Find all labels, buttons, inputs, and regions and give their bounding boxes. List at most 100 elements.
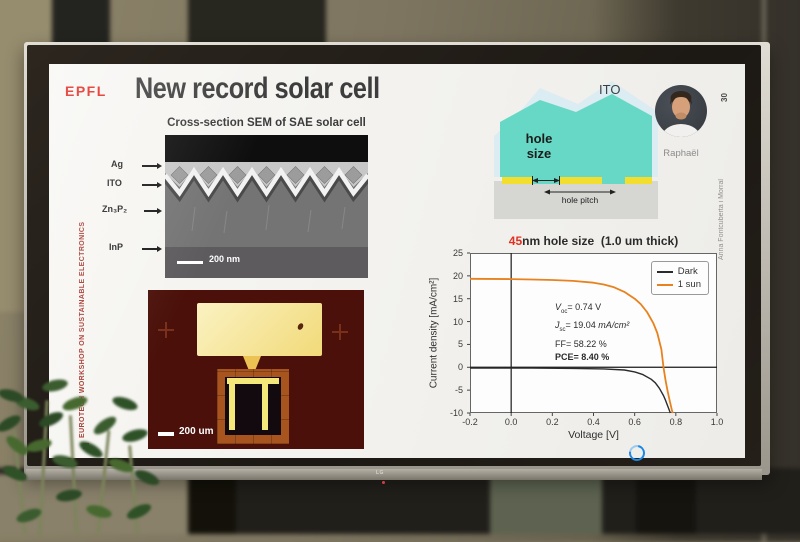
plant-leaf (0, 412, 24, 435)
optical-scale-label: 200 um (179, 426, 214, 437)
voc-symbol: V (555, 302, 562, 312)
layer-label-ito: ITO (107, 178, 122, 188)
x-tick-label: 0.2 (546, 417, 559, 427)
plant (0, 368, 174, 538)
tv-brand-logo: LG (376, 470, 384, 476)
tv-bezel: EPFL New record solar cell EUROTECH WORK… (27, 45, 761, 466)
plant-leaf (110, 394, 140, 413)
jsc-value: = 19.04 (565, 320, 599, 331)
legend-label: Dark (677, 266, 698, 277)
hole-size-label: hole size (508, 131, 570, 161)
tv-bottom-bar (26, 469, 762, 480)
y-tick-label: 15 (452, 293, 463, 304)
plant-stem (68, 415, 79, 534)
plant-leaf (51, 452, 79, 471)
plant-leaf (121, 426, 149, 445)
plant-leaf (60, 393, 90, 414)
plant-stem (96, 430, 111, 534)
legend-swatch (656, 283, 673, 286)
inp-arrow (142, 245, 162, 252)
jsc-annotation: Jsc= 19.04 mA/cm² (555, 319, 629, 337)
hole-size-line2: size (526, 146, 552, 161)
plant-leaf (76, 438, 106, 461)
device-finger-top (227, 378, 279, 384)
ff-annotation: FF= 58.22 % (555, 338, 607, 349)
schematic-art (494, 81, 658, 219)
legend-entry: Dark (656, 265, 701, 278)
y-axis-label: Current density [mA/cm²] (428, 277, 440, 389)
zn3p2-arrow (144, 207, 162, 214)
power-led (382, 481, 385, 484)
tv-display: EPFL New record solar cell EUROTECH WORK… (24, 42, 770, 475)
plant-leaf (55, 487, 83, 504)
plant-leaf (41, 377, 69, 394)
hole-size-line1: hole (525, 131, 553, 146)
layer-label-inp: InP (109, 242, 124, 252)
y-tick-label: 20 (452, 270, 463, 281)
optical-microscope-image: 200 um (148, 290, 364, 449)
ag-arrow (142, 162, 162, 169)
plant-stem (128, 445, 139, 534)
contact-pad (197, 303, 322, 356)
ito-arrow (142, 181, 162, 188)
tv-stand-post (636, 478, 696, 534)
plant-leaf (124, 501, 154, 522)
plant-leaf (91, 413, 119, 438)
y-tick-label: 25 (452, 248, 463, 258)
sem-scale-label: 200 nm (209, 254, 241, 264)
pce-annotation: PCE= 8.40 % (555, 352, 610, 363)
y-tick-label: -5 (454, 385, 463, 396)
sem-caption: Cross-section SEM of SAE solar cell (167, 117, 366, 129)
avatar (655, 85, 707, 137)
x-tick-label: 0.6 (628, 417, 641, 427)
x-tick-label: 0.8 (669, 417, 683, 427)
x-tick-label: 0.0 (504, 417, 518, 427)
chart-title: 45nm hole size (1.0 um thick) (430, 234, 757, 248)
jsc-unit: mA/cm² (598, 320, 630, 331)
iv-curve-chart: 45nm hole size (1.0 um thick) -0.2 0.0 0.2… (429, 234, 724, 441)
legend-entry: 1 sun (656, 278, 701, 291)
device-finger-right (262, 384, 268, 430)
y-tick-label: 0 (457, 362, 463, 373)
jsc-symbol: J (555, 320, 560, 331)
sem-micrograph-art (162, 135, 371, 278)
ito-label: ITO (599, 82, 621, 97)
layer-label-zn3p2: Zn₃P₂ (102, 204, 128, 214)
voc-value: = 0.74 V (567, 302, 602, 312)
y-tick-label: 5 (457, 339, 463, 350)
voc-subscript: oc (561, 308, 568, 315)
presentation-slide: EPFL New record solar cell EUROTECH WORK… (49, 64, 745, 465)
y-tick-label: -10 (449, 408, 463, 418)
optical-scale-bar (158, 432, 174, 436)
chart-legend: Dark 1 sun (650, 261, 709, 295)
x-tick-label: 0.4 (587, 417, 600, 427)
slide-page-number: 30 (720, 93, 729, 102)
loading-spinner-icon (625, 441, 649, 465)
slide-title: New record solar cell (135, 72, 380, 105)
plant-leaf (36, 409, 66, 430)
legend-swatch (656, 270, 673, 273)
x-tick-label: -0.2 (462, 417, 478, 427)
epfl-logo: EPFL (65, 83, 107, 99)
legend-label: 1 sun (677, 279, 701, 290)
chart-title-highlight: 45 (508, 234, 523, 248)
sem-image: 200 nm (162, 135, 371, 278)
x-tick-label: 1.0 (710, 417, 724, 427)
voc-annotation: Voc= 0.74 V (555, 301, 629, 319)
person-portrait-art (660, 91, 702, 137)
sem-scale-bar (177, 261, 203, 264)
hole-schematic: ITO hole size hole pitch (494, 78, 658, 219)
jsc-subscript: sc (559, 327, 566, 334)
plant-leaf (132, 467, 162, 488)
hole-pitch-label: hole pitch (561, 195, 599, 205)
x-axis-label: Voltage [V] (568, 429, 619, 441)
tv-stand-post (188, 474, 236, 534)
plant-leaf (25, 436, 53, 455)
layer-label-ag: Ag (111, 159, 123, 169)
y-tick-label: 10 (452, 316, 463, 327)
person-name: Raphaël (663, 148, 699, 159)
alignment-marker (332, 324, 348, 340)
plant-leaf (0, 463, 30, 484)
device-finger-left (229, 384, 235, 430)
alignment-marker (158, 322, 174, 338)
